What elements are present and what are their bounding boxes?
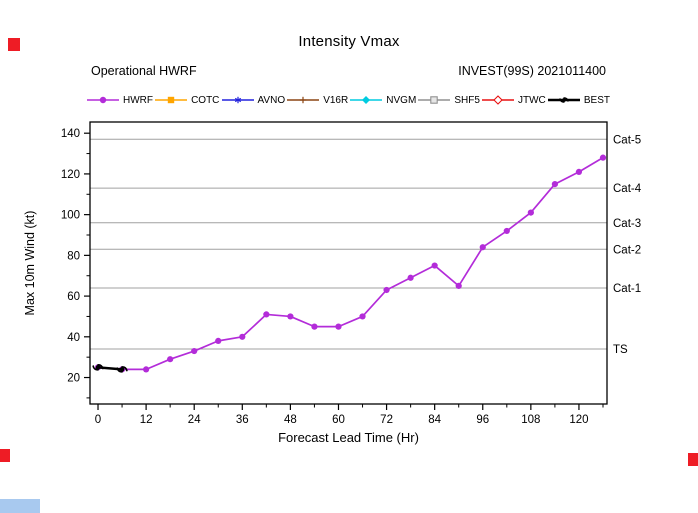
x-tick-label: 108 [521, 414, 540, 426]
x-tick-label: 48 [284, 414, 297, 426]
best-track-symbol [97, 364, 104, 370]
data-point-hwrf [143, 366, 150, 373]
x-tick-label: 24 [188, 414, 201, 426]
x-tick-label: 0 [95, 414, 101, 426]
circle-marker [99, 96, 107, 104]
data-point-hwrf [527, 209, 534, 216]
legend-label: HWRF [123, 94, 153, 106]
data-point-hwrf [431, 262, 438, 269]
data-point-hwrf [239, 333, 246, 340]
red-corner-marker-bottom-left [0, 449, 10, 462]
data-point-hwrf [215, 337, 222, 344]
y-tick-label: 60 [67, 291, 80, 303]
legend-item-hwrf: HWRF [86, 94, 153, 106]
y-tick-label: 20 [67, 373, 80, 385]
y-tick-label: 40 [67, 332, 80, 344]
y-tick-label: 140 [61, 128, 80, 140]
legend-label: BEST [583, 94, 610, 106]
open-diamond-marker [493, 95, 503, 105]
x-tick-label: 120 [569, 414, 588, 426]
legend-label: AVNO [257, 94, 286, 106]
subtitle-row: Operational HWRF INVEST(99S) 2021011400 [91, 64, 606, 78]
x-tick-label: 96 [476, 414, 489, 426]
data-point-hwrf [311, 323, 318, 330]
series-line-best [97, 366, 123, 371]
data-point-hwrf [287, 313, 294, 320]
open-square-icon [418, 96, 451, 104]
legend-item-shf5: SHF5 [417, 94, 480, 106]
chart-title: Intensity Vmax [298, 33, 400, 50]
data-point-hwrf [551, 181, 558, 188]
best-track-symbol [121, 366, 128, 372]
category-label-cat-5: Cat-5 [613, 134, 641, 146]
legend-item-avno: AVNO [221, 94, 286, 106]
x-tick-label: 36 [236, 414, 249, 426]
hurricane-icon [547, 97, 580, 103]
data-point-hwrf [191, 347, 198, 355]
data-point-hwrf [335, 323, 342, 330]
data-point-hwrf [599, 154, 607, 161]
storm-id-label: INVEST(99S) 2021011400 [458, 64, 606, 78]
legend-item-best: BEST [547, 94, 610, 106]
legend-item-cotc: COTC [154, 94, 219, 106]
best-track-symbol [119, 367, 125, 372]
legend-item-v16r: V16R [286, 94, 348, 106]
y-tick-label: 120 [61, 169, 80, 181]
data-point-hwrf [503, 227, 510, 235]
legend-item-jtwc: JTWC [481, 94, 546, 106]
red-corner-marker-top-left [8, 38, 20, 51]
square-icon [155, 96, 188, 104]
x-tick-label: 84 [428, 414, 441, 426]
y-axis-title: Max 10m Wind (kt) [23, 211, 37, 316]
y-tick-label: 100 [61, 210, 80, 222]
data-point-hwrf [575, 168, 583, 175]
x-tick-label: 60 [332, 414, 345, 426]
category-label-cat-1: Cat-1 [613, 283, 641, 295]
star-marker [234, 97, 241, 103]
y-tick-label: 80 [67, 250, 80, 262]
data-point-hwrf [455, 282, 462, 290]
plot-border [89, 121, 608, 405]
best-track-symbol [116, 367, 123, 373]
circle-icon [87, 96, 119, 104]
x-tick-label: 72 [380, 414, 393, 426]
plus-icon [287, 96, 320, 104]
best-track-symbol [92, 365, 99, 371]
data-point-hwrf [359, 313, 366, 320]
star-icon [221, 96, 254, 104]
legend: HWRF COTC AVNO V16R NVGM SHF5 JTWC BEST [86, 92, 610, 108]
category-label-ts: TS [613, 344, 628, 356]
open-square-marker [430, 96, 439, 104]
x-tick-label: 12 [140, 414, 153, 426]
red-corner-marker-right [688, 453, 698, 466]
square-marker [167, 96, 175, 104]
series-line-hwrf [97, 156, 604, 371]
hurricane-marker [559, 98, 565, 103]
category-label-cat-4: Cat-4 [613, 183, 642, 195]
model-run-label: Operational HWRF [91, 64, 197, 78]
category-label-cat-3: Cat-3 [613, 218, 641, 230]
legend-label: COTC [191, 94, 220, 106]
diamond-marker [362, 96, 371, 104]
taskbar-fragment [0, 499, 40, 513]
legend-label: V16R [323, 94, 349, 106]
legend-item-nvgm: NVGM [349, 94, 416, 106]
legend-label: SHF5 [454, 94, 480, 106]
hurricane-marker [563, 97, 569, 102]
hurricane-marker [561, 98, 566, 102]
category-label-cat-2: Cat-2 [613, 244, 641, 256]
diamond-icon [350, 96, 383, 104]
best-track-symbol [95, 365, 101, 370]
x-axis-title: Forecast Lead Time (Hr) [278, 430, 419, 445]
data-point-hwrf [263, 311, 270, 318]
data-point-hwrf [383, 286, 390, 294]
legend-label: JTWC [518, 94, 546, 106]
legend-label: NVGM [386, 94, 417, 106]
data-point-hwrf [479, 244, 486, 251]
data-point-hwrf [167, 356, 174, 363]
open-diamond-icon [482, 95, 514, 105]
data-point-hwrf [407, 274, 414, 281]
